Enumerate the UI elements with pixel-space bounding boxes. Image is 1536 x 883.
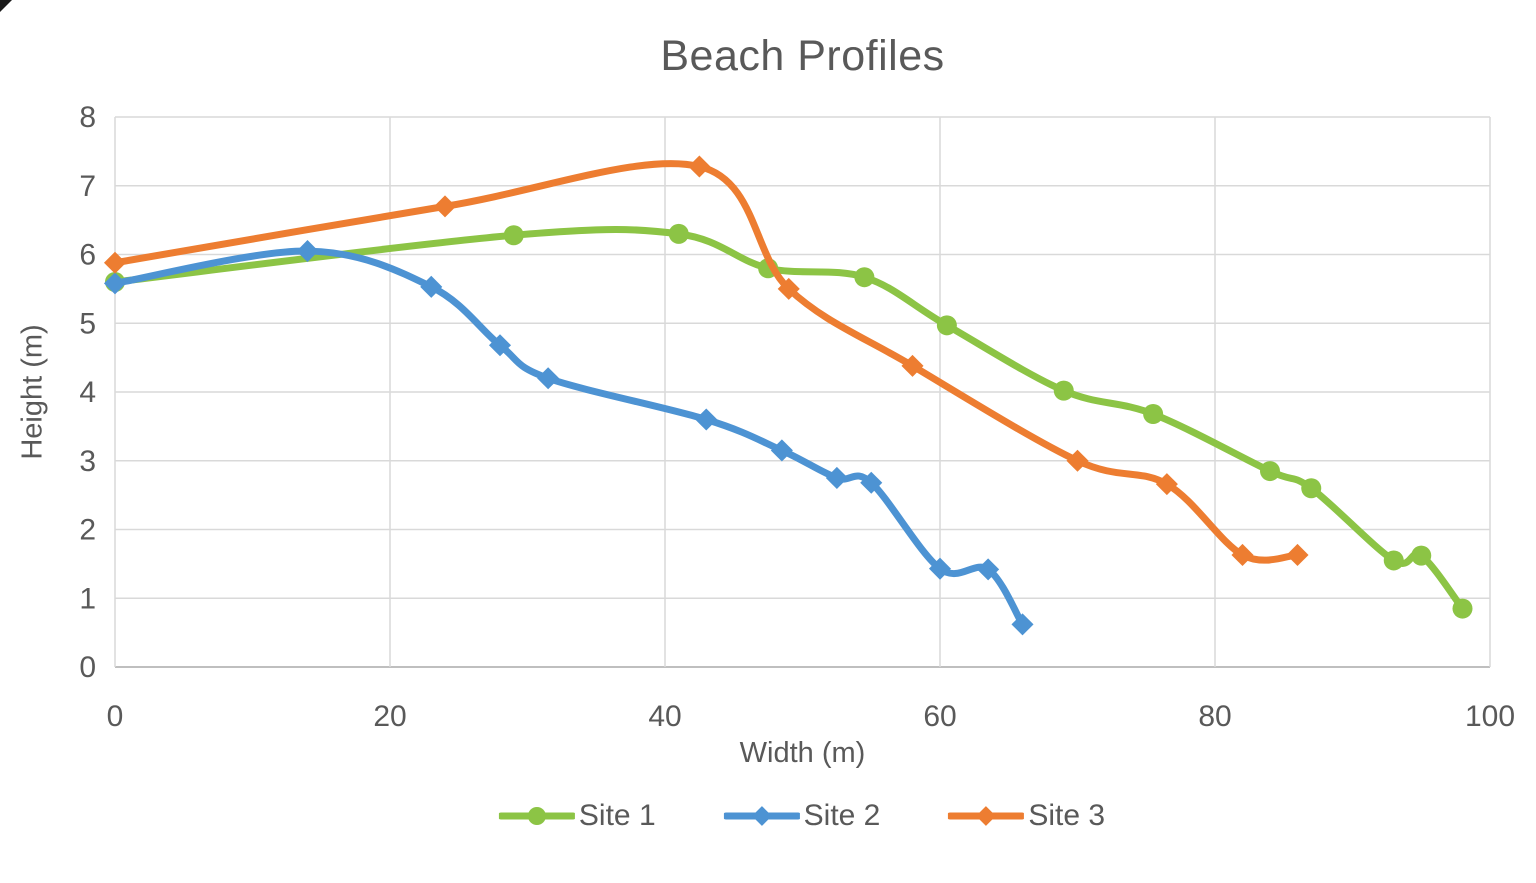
data-point-site-1-12 [1452,598,1473,619]
y-tick-label-4: 4 [79,376,96,409]
data-point-site-1-7 [1143,404,1164,424]
x-tick-label-80: 80 [1198,700,1231,733]
data-point-site-2-0 [103,272,127,295]
series-line-site-3 [111,160,1301,564]
y-tick-label-3: 3 [79,445,96,478]
data-point-site-2-10 [977,558,1000,581]
x-tick-label-40: 40 [648,700,681,733]
data-point-site-2-2 [420,275,443,298]
y-tick-label-6: 6 [79,239,96,272]
data-point-site-1-1 [503,225,524,246]
data-point-site-1-5 [936,315,957,336]
legend-label-site-3: Site 3 [1028,799,1106,832]
data-point-site-1-8 [1260,461,1280,482]
data-point-site-3-4 [901,354,924,377]
legend: Site 1 Site 2 Site 3 [498,799,1105,833]
legend-swatch-site-1 [498,807,575,825]
y-tick-label-0: 0 [79,651,96,684]
data-point-site-2-5 [695,408,718,431]
x-tick-label-100: 100 [1465,700,1515,733]
chart-title: Beach Profiles [660,32,945,80]
data-point-site-1-9 [1301,478,1322,499]
data-point-site-2-8 [860,471,883,494]
x-tick-label-0: 0 [107,700,124,733]
legend-marker-site-3 [976,806,997,826]
corner-mark [0,0,12,12]
data-point-site-2-11 [1011,613,1034,636]
x-axis-title: Width (m) [739,737,866,769]
data-point-site-2-9 [928,557,952,580]
legend-marker-site-1 [527,807,546,825]
legend-label-site-2: Site 2 [803,799,881,832]
series-line-site-1 [111,226,1466,613]
data-point-site-1-11 [1411,545,1432,566]
data-point-site-3-1 [433,195,457,218]
y-tick-label-8: 8 [79,101,96,134]
data-point-site-1-10 [1383,550,1404,571]
legend-item-site-1[interactable]: Site 1 [498,799,656,833]
legend-item-site-3[interactable]: Site 3 [948,799,1105,833]
legend-marker-site-2 [751,806,772,826]
data-point-site-2-4 [537,367,560,390]
x-tick-label-20: 20 [373,700,406,733]
legend-swatch-site-3 [948,806,1025,826]
legend-swatch-site-2 [723,806,800,826]
y-tick-label-1: 1 [79,582,96,615]
data-point-site-3-3 [777,277,800,300]
series-line-site-2 [111,247,1026,628]
data-point-site-2-6 [770,439,793,462]
x-tick-label-60: 60 [923,700,956,733]
y-tick-label-5: 5 [79,307,96,340]
legend-item-site-2[interactable]: Site 2 [723,799,881,833]
data-point-site-3-7 [1231,543,1254,566]
data-point-site-2-1 [296,240,319,263]
y-tick-label-2: 2 [79,514,96,547]
data-point-site-1-2 [668,223,689,244]
data-point-site-2-7 [825,466,848,489]
data-point-site-3-2 [688,155,711,178]
data-point-site-3-5 [1066,449,1089,472]
y-tick-label-7: 7 [79,170,96,203]
data-point-site-1-4 [854,267,875,288]
data-point-site-1-6 [1053,380,1074,401]
legend-label-site-1: Site 1 [578,799,656,832]
data-point-site-2-3 [488,334,512,357]
data-point-site-3-8 [1286,543,1309,566]
